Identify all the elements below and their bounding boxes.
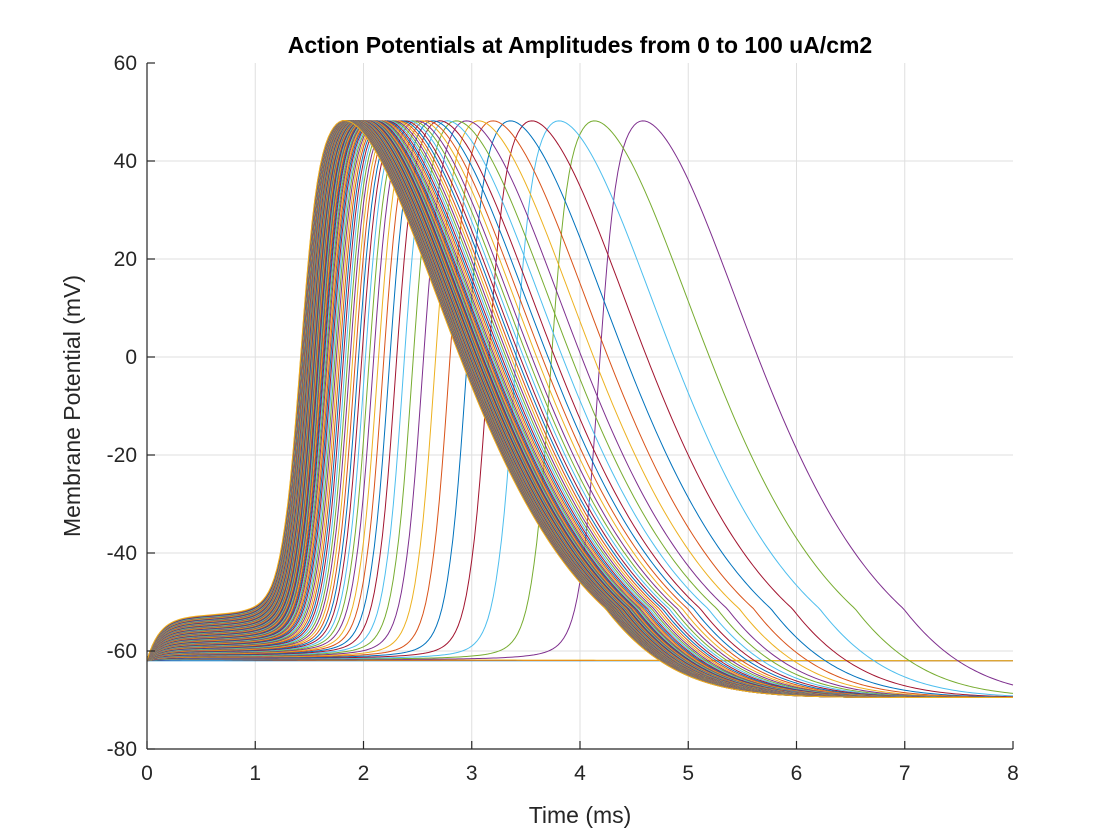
y-axis-label: Membrane Potential (mV) (59, 275, 85, 537)
x-tick-label: 2 (358, 762, 370, 785)
x-tick-label: 8 (1007, 762, 1019, 785)
x-tick-label: 3 (466, 762, 478, 785)
series-line (146, 119, 1013, 699)
series-line (146, 120, 1014, 698)
x-tick-label: 4 (574, 762, 586, 785)
y-tick-label: -20 (107, 444, 137, 467)
x-tick-label: 1 (249, 762, 261, 785)
series-line (146, 120, 1014, 698)
x-axis-label: Time (ms) (529, 802, 632, 828)
x-tick-label: 7 (899, 762, 911, 785)
series-line (146, 120, 1014, 697)
grid-layer (147, 63, 1013, 749)
x-tick-label: 6 (791, 762, 803, 785)
y-tick-label: 0 (125, 346, 137, 369)
tick-labels-layer: 0 1 2 3 4 5 6 7 8 -80 -60 -40 -20 0 20 40 60 (107, 52, 1019, 785)
series-line (146, 120, 1014, 698)
axes-layer (146, 62, 1014, 750)
series-line (146, 120, 1014, 698)
series-line (146, 120, 1014, 698)
series-line (146, 120, 1014, 698)
series-line (146, 120, 1014, 698)
y-tick-label: -40 (107, 542, 137, 565)
chart-title: Action Potentials at Amplitudes from 0 t… (288, 32, 872, 58)
y-tick-label: -60 (107, 640, 137, 663)
x-tick-label: 0 (141, 762, 153, 785)
y-tick-label: 40 (114, 150, 137, 173)
y-tick-label: 20 (114, 248, 137, 271)
x-tick-label: 5 (682, 762, 694, 785)
traces-layer (146, 119, 1014, 699)
y-tick-label: 60 (114, 52, 137, 75)
y-tick-label: -80 (107, 738, 137, 761)
